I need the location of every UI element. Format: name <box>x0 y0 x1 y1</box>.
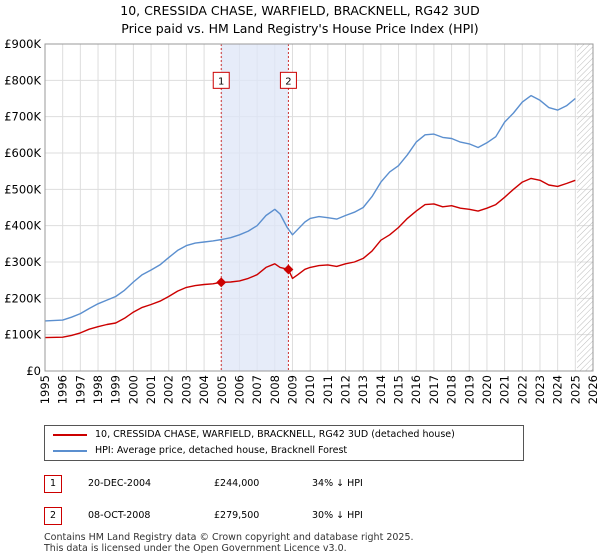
legend-label-property: 10, CRESSIDA CHASE, WARFIELD, BRACKNELL,… <box>95 429 455 440</box>
x-tick-label: 1998 <box>91 375 105 404</box>
footer-line-copyright: Contains HM Land Registry data © Crown c… <box>44 532 414 543</box>
x-tick-label: 2018 <box>445 375 459 404</box>
sale-number-badge: 1 <box>44 475 62 493</box>
sale-hpi-diff: 34% ↓ HPI <box>312 478 363 489</box>
x-tick-label: 2023 <box>533 375 547 404</box>
x-tick-label: 2008 <box>268 375 282 404</box>
x-tick-label: 2017 <box>427 375 441 404</box>
chart-legend: 10, CRESSIDA CHASE, WARFIELD, BRACKNELL,… <box>44 425 524 461</box>
x-tick-label: 1995 <box>38 375 52 404</box>
y-tick-label: £0 <box>26 364 41 378</box>
sale-price: £279,500 <box>214 510 260 521</box>
footer-line-licence: This data is licensed under the Open Gov… <box>44 543 347 554</box>
sale-date: 20-DEC-2004 <box>88 478 152 489</box>
sale-row: 1 20-DEC-2004 £244,000 34% ↓ HPI <box>44 475 564 495</box>
x-tick-label: 2007 <box>250 375 264 404</box>
legend-item-hpi: HPI: Average price, detached house, Brac… <box>53 445 347 461</box>
x-tick-label: 2001 <box>144 375 158 404</box>
chart-title: 10, CRESSIDA CHASE, WARFIELD, BRACKNELL,… <box>120 3 480 18</box>
x-tick-label: 2011 <box>321 375 335 404</box>
sale-number-label: 2 <box>285 76 291 87</box>
property-price-line <box>44 177 576 339</box>
y-tick-label: £500K <box>4 182 41 196</box>
sale-number-box <box>212 71 230 89</box>
plot-background <box>45 44 593 371</box>
y-tick-label: £100K <box>4 328 41 342</box>
x-tick-label: 2003 <box>179 375 193 404</box>
x-tick-label: 2014 <box>374 375 388 404</box>
legend-swatch-red <box>53 433 87 436</box>
x-tick-label: 2026 <box>586 375 600 404</box>
sale-period-shading <box>221 44 289 371</box>
y-tick-label: £200K <box>4 291 41 305</box>
sale-number-box <box>279 71 297 89</box>
chart-subtitle: Price paid vs. HM Land Registry's House … <box>121 21 479 36</box>
sale-point <box>216 277 227 288</box>
sale-point <box>283 264 294 275</box>
x-tick-label: 1996 <box>56 375 70 404</box>
x-tick-label: 2012 <box>339 375 353 404</box>
x-tick-label: 2015 <box>392 375 406 404</box>
future-hatch-region <box>577 44 593 371</box>
x-tick-label: 2022 <box>515 375 529 404</box>
y-tick-label: £900K <box>4 37 41 51</box>
hpi-line <box>44 94 576 322</box>
x-tick-label: 2019 <box>462 375 476 404</box>
price-chart: 1 2 £0 £100K £200K £300K £400K £500K £600K £700K… <box>4 37 600 404</box>
y-tick-label: £400K <box>4 219 41 233</box>
legend-label-hpi: HPI: Average price, detached house, Brac… <box>95 445 348 456</box>
x-tick-label: 2000 <box>126 375 140 404</box>
x-tick-label: 2024 <box>551 375 565 404</box>
legend-swatch-blue <box>53 449 87 452</box>
x-tick-label: 2006 <box>232 375 246 404</box>
x-tick-label: 2025 <box>568 375 582 404</box>
x-tick-label: 2004 <box>197 375 211 404</box>
x-tick-label: 2010 <box>303 375 317 404</box>
x-tick-label: 2013 <box>356 375 370 404</box>
y-tick-label: £700K <box>4 110 41 124</box>
sale-hpi-diff: 30% ↓ HPI <box>312 510 363 521</box>
x-tick-label: 2020 <box>480 375 494 404</box>
y-tick-label: £600K <box>4 146 41 160</box>
x-tick-label: 1999 <box>109 375 123 404</box>
x-tick-label: 2002 <box>162 375 176 404</box>
sale-date: 08-OCT-2008 <box>88 510 151 521</box>
legend-item-property: 10, CRESSIDA CHASE, WARFIELD, BRACKNELL,… <box>53 429 455 445</box>
x-tick-label: 2005 <box>215 375 229 404</box>
plot-frame <box>44 43 594 372</box>
y-tick-label: £800K <box>4 73 41 87</box>
sale-row: 2 08-OCT-2008 £279,500 30% ↓ HPI <box>44 507 564 527</box>
x-tick-label: 2016 <box>409 375 423 404</box>
x-tick-label: 1997 <box>73 375 87 404</box>
sale-number-label: 1 <box>218 76 224 87</box>
x-tick-label: 2009 <box>285 375 299 404</box>
x-tick-label: 2021 <box>498 375 512 404</box>
sale-price: £244,000 <box>214 478 260 489</box>
y-tick-label: £300K <box>4 255 41 269</box>
footer-attribution: Contains HM Land Registry data © Crown c… <box>44 532 414 554</box>
sale-number-badge: 2 <box>44 507 62 525</box>
